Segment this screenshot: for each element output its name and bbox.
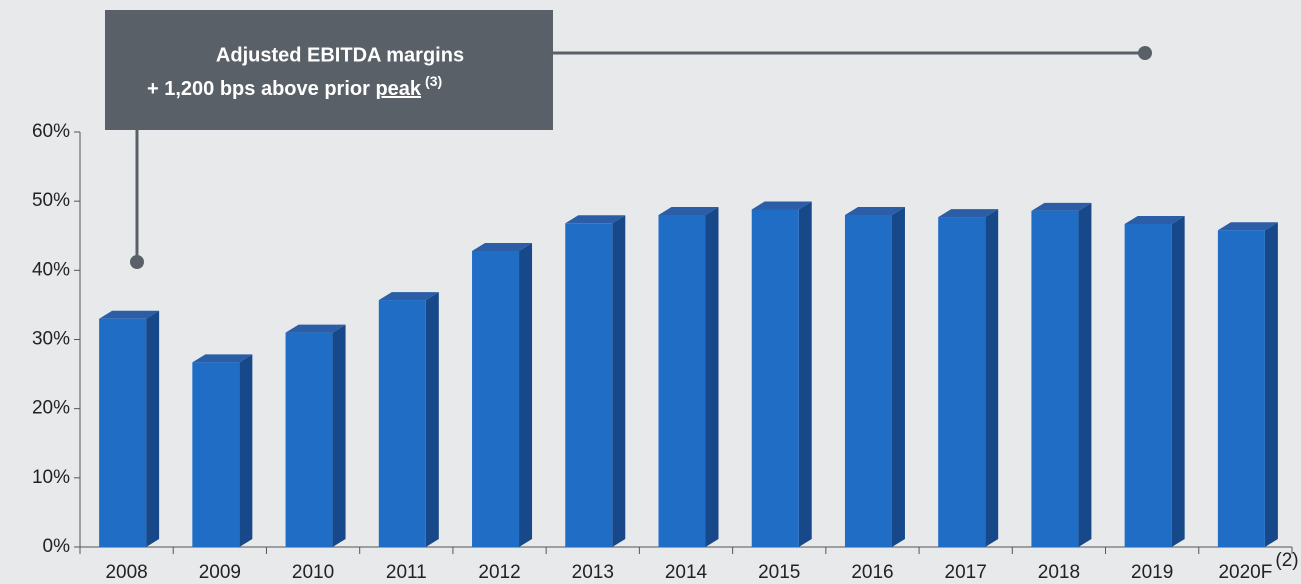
x-tick-label: 2020F <box>1218 562 1272 583</box>
bar <box>751 209 799 547</box>
bar <box>938 217 986 547</box>
bar-side <box>891 207 905 547</box>
x-tick-label: 2013 <box>572 562 614 583</box>
bar-top <box>1124 215 1185 224</box>
x-tick-label: 2011 <box>386 562 427 583</box>
bar-top <box>658 207 719 215</box>
x-tick-label: 2015 <box>758 562 800 583</box>
x-tick-label: 2014 <box>665 562 708 583</box>
bar-top <box>472 242 533 251</box>
bar-top <box>285 324 346 333</box>
bar <box>99 318 147 547</box>
bar <box>844 215 892 547</box>
y-tick-label: 60% <box>32 121 70 142</box>
y-tick-label: 20% <box>32 398 70 419</box>
x-tick-label: 2017 <box>945 562 987 583</box>
y-tick-label: 10% <box>32 467 70 488</box>
y-tick-label: 50% <box>32 190 70 211</box>
y-tick-label: 0% <box>43 536 71 557</box>
bar <box>285 332 333 547</box>
bar <box>378 300 426 547</box>
bar-top <box>1031 202 1092 211</box>
x-tick-label: 2016 <box>851 562 893 583</box>
bar-top <box>565 215 626 224</box>
bar-side <box>146 310 160 547</box>
bar <box>565 223 613 548</box>
callout-footnote: (3) <box>425 73 442 89</box>
bar-side <box>425 292 439 547</box>
bar <box>1124 223 1172 547</box>
bar-top <box>378 292 439 301</box>
callout-dot <box>1138 46 1152 60</box>
y-tick-label: 40% <box>32 259 70 280</box>
bar-top <box>938 209 999 218</box>
bar-top <box>1217 222 1278 231</box>
callout-underlined: peak <box>375 78 421 100</box>
callout-text: + 1,200 bps above prior peak (3) <box>147 73 442 101</box>
bar <box>472 250 520 547</box>
callout-text: + 1,200 bps above prior <box>147 78 370 100</box>
bar-side <box>1078 202 1092 547</box>
bar-side <box>798 201 812 547</box>
bar-top <box>192 354 253 363</box>
callout-text: Adjusted EBITDA margins <box>216 44 464 66</box>
x-tick-footnote: (2) <box>1275 550 1298 571</box>
bar-top <box>99 310 160 319</box>
bar-side <box>332 324 346 547</box>
callout-dot <box>130 255 144 269</box>
bar <box>192 362 240 547</box>
x-tick-label: 2010 <box>292 562 334 583</box>
bar-side <box>1264 222 1278 547</box>
bar-side <box>1171 215 1185 547</box>
x-tick-label: 2009 <box>199 562 241 583</box>
bar-top <box>751 201 812 210</box>
callout-box <box>105 10 553 130</box>
bar <box>658 215 706 547</box>
bar-side <box>612 215 626 548</box>
bar-side <box>519 242 533 547</box>
x-tick-label: 2012 <box>478 562 520 583</box>
x-tick-label: 2019 <box>1131 562 1173 583</box>
x-tick-label: 2008 <box>105 562 147 583</box>
bar-side <box>239 354 253 547</box>
bar-side <box>705 207 719 547</box>
x-tick-label: 2018 <box>1038 562 1080 583</box>
bar <box>1031 210 1079 547</box>
bar-side <box>985 209 999 547</box>
y-tick-label: 30% <box>32 329 70 350</box>
bar <box>1217 230 1265 547</box>
bar-top <box>844 207 905 215</box>
